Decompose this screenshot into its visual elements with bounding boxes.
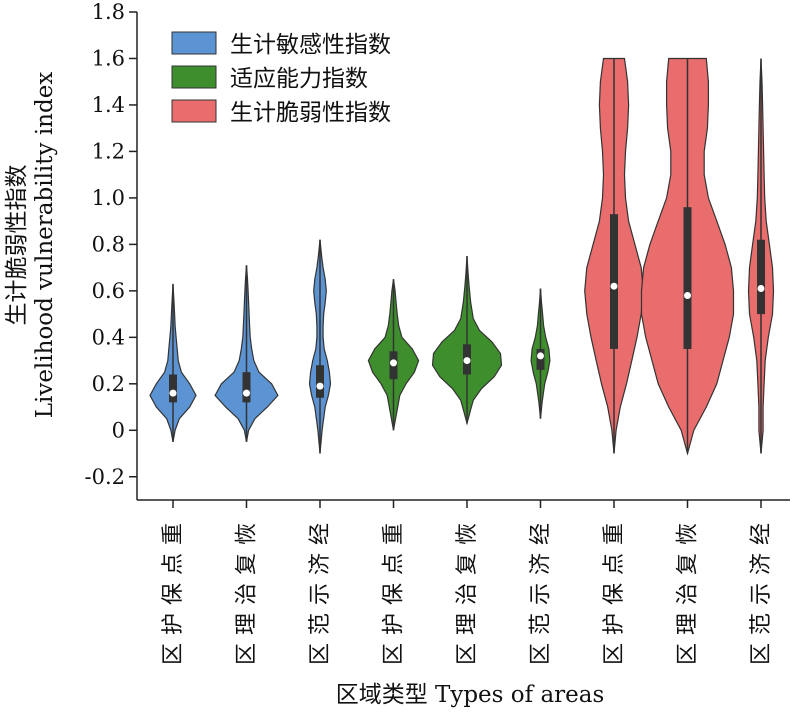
- svg-text:区: 区: [308, 643, 333, 665]
- svg-text:治: 治: [676, 583, 701, 605]
- svg-text:点: 点: [602, 553, 627, 575]
- svg-text:区: 区: [161, 643, 186, 665]
- svg-text:范: 范: [529, 613, 554, 635]
- svg-text:重: 重: [382, 523, 407, 545]
- svg-text:保: 保: [602, 583, 627, 605]
- svg-text:理: 理: [235, 613, 260, 635]
- y-tick-label: 0.8: [92, 232, 125, 256]
- violin-median: [169, 389, 177, 397]
- y-tick-label: 1.6: [92, 46, 125, 70]
- legend-label: 生计敏感性指数: [230, 32, 391, 58]
- y-tick-label: 1.4: [92, 93, 125, 117]
- violin-median: [537, 352, 544, 360]
- legend-swatch: [171, 99, 217, 123]
- violin-iqr-box: [169, 374, 177, 403]
- legend-label: 适应能力指数: [230, 66, 368, 92]
- svg-text:济: 济: [749, 553, 774, 575]
- violin-median: [757, 285, 765, 293]
- legend-swatch: [171, 65, 217, 89]
- svg-text:重: 重: [161, 523, 186, 545]
- legend-swatch: [171, 31, 217, 55]
- svg-text:经: 经: [749, 523, 774, 545]
- svg-text:区: 区: [382, 643, 407, 665]
- svg-text:经: 经: [308, 523, 333, 545]
- svg-text:点: 点: [382, 553, 407, 575]
- svg-text:复: 复: [455, 553, 480, 575]
- svg-text:范: 范: [308, 613, 333, 635]
- svg-text:复: 复: [235, 553, 260, 575]
- legend-label: 生计脆弱性指数: [230, 100, 391, 126]
- violin-median: [463, 357, 471, 365]
- svg-text:恢: 恢: [676, 523, 701, 545]
- svg-text:护: 护: [161, 613, 186, 635]
- svg-text:保: 保: [161, 583, 186, 605]
- y-axis-title-en: Livelihood vulnerability index: [32, 72, 58, 419]
- svg-text:示: 示: [749, 583, 774, 605]
- svg-text:恢: 恢: [235, 523, 260, 545]
- svg-text:理: 理: [455, 613, 480, 635]
- y-tick-label: 0.6: [92, 279, 125, 303]
- svg-text:范: 范: [749, 613, 774, 635]
- y-tick-label: -0.2: [85, 465, 126, 489]
- violin-iqr-box: [757, 239, 765, 315]
- svg-text:经: 经: [529, 523, 554, 545]
- violin-median: [390, 359, 397, 367]
- violin-median: [610, 282, 618, 290]
- svg-text:区: 区: [455, 643, 480, 665]
- svg-text:理: 理: [676, 613, 701, 635]
- svg-text:点: 点: [161, 553, 186, 575]
- svg-text:区: 区: [749, 643, 774, 665]
- violin-iqr-box: [610, 214, 618, 349]
- svg-text:重: 重: [602, 523, 627, 545]
- svg-text:护: 护: [382, 613, 407, 635]
- svg-text:济: 济: [308, 553, 333, 575]
- y-tick-label: 1.8: [92, 0, 125, 24]
- violin-median: [684, 292, 691, 300]
- y-tick-label: 1.2: [92, 139, 125, 163]
- y-tick-label: 1.0: [92, 186, 125, 210]
- svg-text:示: 示: [308, 583, 333, 605]
- svg-text:济: 济: [529, 553, 554, 575]
- svg-text:区: 区: [235, 643, 260, 665]
- violin-iqr-box: [242, 372, 251, 403]
- violin-iqr-box: [683, 207, 692, 349]
- svg-text:区: 区: [602, 643, 627, 665]
- svg-text:保: 保: [382, 583, 407, 605]
- svg-text:恢: 恢: [455, 523, 480, 545]
- svg-text:护: 护: [602, 613, 627, 635]
- violin-median: [316, 382, 324, 390]
- x-axis-title: 区域类型 Types of areas: [336, 682, 605, 708]
- svg-text:示: 示: [529, 583, 554, 605]
- y-tick-label: 0.4: [92, 325, 125, 349]
- violin-iqr-box: [316, 365, 324, 398]
- y-tick-label: 0: [112, 418, 125, 442]
- svg-text:治: 治: [235, 583, 260, 605]
- y-tick-label: 0.2: [92, 372, 125, 396]
- y-axis-title-cn: 生计脆弱性指数: [4, 165, 30, 326]
- violin-median: [243, 389, 250, 397]
- svg-text:治: 治: [455, 583, 480, 605]
- svg-text:区: 区: [676, 643, 701, 665]
- svg-text:区: 区: [529, 643, 554, 665]
- svg-text:复: 复: [676, 553, 701, 575]
